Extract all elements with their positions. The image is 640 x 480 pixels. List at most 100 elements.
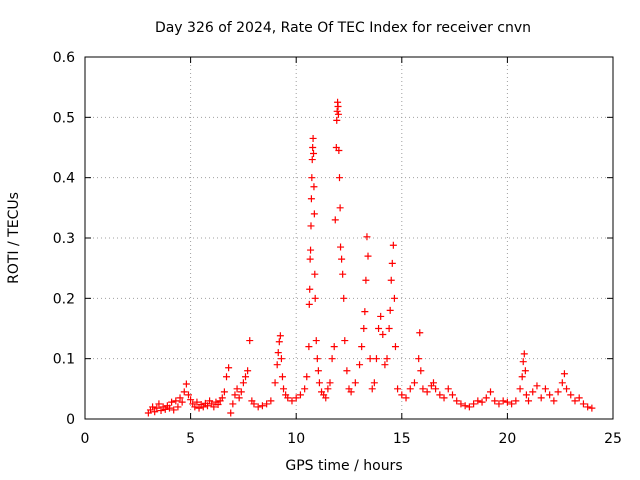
data-point (336, 204, 344, 212)
data-point (360, 325, 368, 332)
data-point (310, 210, 318, 218)
data-point (310, 150, 318, 158)
x-tick-label: 15 (393, 431, 411, 447)
data-point (310, 183, 318, 191)
data-point (416, 329, 424, 337)
data-point (516, 385, 524, 393)
data-point (331, 216, 339, 224)
data-point (448, 391, 456, 399)
data-point (273, 361, 281, 369)
y-tick-label: 0.2 (53, 291, 75, 307)
data-point (322, 394, 330, 402)
data-point (541, 385, 549, 393)
data-point (271, 379, 279, 387)
data-point (235, 394, 243, 402)
data-point (324, 385, 332, 393)
data-point (521, 367, 529, 375)
data-point (288, 397, 296, 405)
data-point (383, 355, 391, 363)
data-point (263, 400, 271, 408)
data-point (554, 388, 562, 396)
data-point (518, 373, 526, 381)
data-point (334, 110, 342, 118)
data-point (308, 174, 316, 182)
data-point (187, 396, 195, 404)
data-point (203, 402, 211, 410)
data-point (244, 367, 252, 375)
data-point (275, 338, 283, 346)
data-point (495, 400, 503, 408)
data-point (389, 241, 397, 249)
data-point (338, 255, 346, 263)
data-point (314, 367, 322, 375)
data-point (301, 385, 309, 393)
data-point (491, 397, 499, 405)
data-point (149, 403, 157, 411)
data-point (444, 385, 452, 393)
data-point (347, 388, 355, 396)
data-point (432, 385, 440, 393)
data-point (394, 385, 402, 393)
data-point (308, 156, 316, 164)
data-point (296, 391, 304, 399)
data-point (343, 367, 351, 375)
data-point (358, 343, 366, 351)
data-point (309, 134, 317, 142)
data-point (333, 116, 341, 124)
data-point (519, 358, 527, 366)
data-point (341, 337, 349, 345)
data-point (307, 246, 315, 254)
data-point (335, 174, 343, 182)
data-point (391, 343, 399, 351)
data-point (417, 367, 425, 375)
data-point (386, 306, 394, 314)
data-point (199, 403, 207, 411)
data-point (225, 364, 233, 372)
data-point (151, 408, 159, 416)
data-point (180, 388, 188, 396)
data-point (363, 233, 371, 241)
data-point (210, 403, 218, 411)
data-point (172, 397, 180, 405)
x-tick-label: 25 (604, 431, 622, 447)
data-point (388, 259, 396, 267)
data-point (330, 343, 338, 351)
data-point (313, 355, 321, 363)
data-point (233, 385, 241, 393)
data-point (398, 391, 406, 399)
data-point (499, 397, 507, 405)
data-point (415, 355, 423, 363)
data-point (276, 332, 284, 340)
data-point (312, 337, 320, 345)
data-point (165, 404, 173, 412)
data-point (560, 370, 568, 378)
data-point (153, 404, 161, 412)
x-tick-label: 10 (287, 431, 305, 447)
y-tick-label: 0.4 (53, 171, 75, 187)
data-point (227, 409, 235, 417)
data-point (178, 398, 186, 406)
data-point (381, 361, 389, 369)
data-point (306, 255, 314, 263)
data-point (579, 400, 587, 408)
data-point (440, 394, 448, 402)
data-point (372, 355, 380, 363)
x-tick-label: 0 (81, 431, 90, 447)
data-point (335, 147, 343, 155)
data-point (242, 373, 250, 381)
data-point (306, 285, 314, 293)
data-point (168, 398, 176, 406)
data-point (250, 400, 258, 408)
data-point (512, 397, 520, 405)
data-point (292, 394, 300, 402)
data-point (280, 385, 288, 393)
data-point (339, 270, 347, 278)
data-point (176, 394, 184, 402)
data-point (370, 379, 378, 387)
y-tick-label: 0.1 (53, 352, 75, 368)
data-point (340, 294, 348, 302)
data-point (563, 385, 571, 393)
data-point (334, 102, 342, 110)
data-point (356, 361, 364, 369)
